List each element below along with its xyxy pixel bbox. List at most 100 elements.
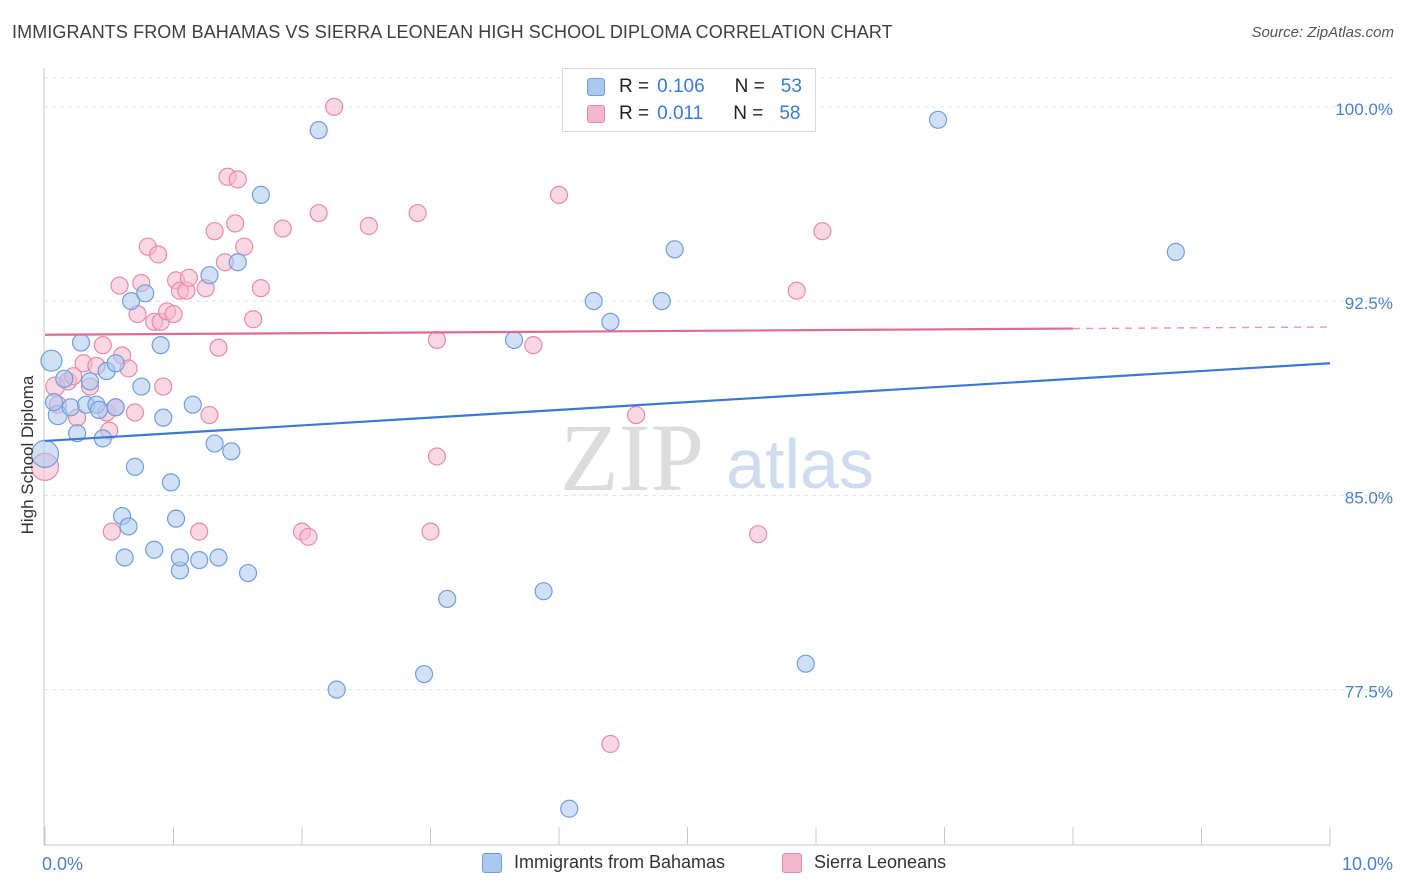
n-value-sierra: 58 — [779, 103, 801, 124]
data-point-bahamas — [190, 550, 209, 570]
n-value-bahamas: 53 — [780, 76, 802, 97]
data-point-bahamas — [228, 253, 247, 272]
data-point-bahamas — [327, 680, 346, 699]
data-point-sierra-leoneans — [309, 203, 328, 223]
trend-line-sierra-leoneans-extension — [1072, 326, 1331, 330]
data-point-bahamas — [251, 185, 270, 205]
data-point-bahamas — [136, 284, 155, 303]
x-tick-label-min: 0.0% — [42, 854, 83, 874]
data-point-bahamas — [55, 369, 74, 388]
data-point-sierra-leoneans — [787, 281, 806, 300]
data-point-sierra-leoneans — [601, 734, 620, 754]
legend-item-sierra[interactable]: Sierra Leoneans — [782, 852, 946, 873]
data-point-bahamas — [151, 336, 170, 355]
r-label: R = — [619, 76, 650, 97]
data-point-bahamas — [71, 333, 91, 352]
y-tick-label: 77.5% — [1345, 683, 1393, 702]
swatch-bahamas — [587, 78, 605, 96]
chart-source: Source: ZipAtlas.com — [1251, 24, 1394, 41]
x-tick-labels: 0.0% 10.0% — [42, 854, 1393, 874]
data-point-sierra-leoneans — [427, 330, 447, 350]
data-point-sierra-leoneans — [524, 336, 543, 355]
data-point-bahamas — [665, 240, 684, 259]
data-point-bahamas — [601, 312, 620, 331]
data-point-bahamas — [309, 121, 328, 140]
r-value-bahamas: 0.106 — [657, 76, 705, 97]
data-point-bahamas — [796, 654, 815, 673]
data-point-sierra-leoneans — [209, 338, 228, 357]
trend-lines — [44, 326, 1331, 443]
stats-legend-row-bahamas: R = 0.106 N = 53 — [587, 75, 802, 99]
stats-legend: R = 0.106 N = 53 R = 0.011 N = 58 — [562, 68, 816, 132]
data-point-sierra-leoneans — [273, 219, 292, 238]
data-point-bahamas — [68, 424, 87, 443]
data-point-sierra-leoneans — [251, 279, 270, 298]
data-point-sierra-leoneans — [226, 214, 245, 233]
legend-label-bahamas: Immigrants from Bahamas — [514, 852, 726, 872]
data-point-bahamas — [1166, 242, 1185, 261]
data-point-sierra-leoneans — [110, 276, 129, 295]
data-point-sierra-leoneans — [125, 403, 145, 422]
legend-swatch-bahamas — [482, 852, 502, 873]
data-point-bahamas — [584, 292, 603, 311]
data-point-sierra-leoneans — [154, 377, 173, 396]
data-point-sierra-leoneans — [325, 97, 344, 116]
data-point-bahamas — [438, 589, 457, 609]
data-point-sierra-leoneans — [359, 216, 378, 236]
watermark: ZIP atlas — [560, 404, 874, 511]
data-point-bahamas — [125, 457, 145, 476]
series-bahamas — [30, 110, 1185, 818]
legend-item-bahamas[interactable]: Immigrants from Bahamas — [482, 852, 725, 873]
r-value-sierra: 0.011 — [657, 103, 704, 124]
data-point-bahamas — [183, 395, 202, 414]
gridlines — [44, 77, 1395, 691]
data-point-bahamas — [132, 377, 151, 396]
data-point-sierra-leoneans — [749, 525, 768, 544]
data-point-bahamas — [154, 408, 173, 427]
data-point-sierra-leoneans — [549, 185, 569, 205]
data-point-sierra-leoneans — [427, 447, 447, 466]
data-point-sierra-leoneans — [813, 222, 832, 241]
data-point-sierra-leoneans — [179, 268, 199, 287]
stats-legend-row-sierra: R = 0.011 N = 58 — [587, 102, 801, 126]
data-point-bahamas — [238, 563, 258, 583]
data-point-bahamas — [928, 110, 948, 129]
y-axis-label: High School Diploma — [18, 375, 37, 535]
data-point-bahamas — [145, 540, 164, 559]
data-point-sierra-leoneans — [228, 170, 247, 189]
data-point-sierra-leoneans — [205, 222, 224, 241]
data-point-bahamas — [40, 349, 63, 372]
data-point-bahamas — [80, 372, 100, 391]
data-point-bahamas — [119, 517, 138, 536]
n-label: N = — [733, 103, 764, 124]
n-label: N = — [734, 76, 765, 97]
y-tick-label: 100.0% — [1335, 100, 1393, 119]
data-point-sierra-leoneans — [102, 522, 121, 541]
data-point-sierra-leoneans — [200, 405, 219, 425]
legend-swatch-sierra — [782, 852, 802, 873]
trend-line-bahamas — [44, 362, 1331, 443]
data-point-bahamas — [560, 799, 579, 818]
data-point-bahamas — [61, 398, 80, 417]
x-tick-label-max: 10.0% — [1342, 854, 1393, 874]
trend-line-sierra-leoneans — [44, 327, 1074, 336]
data-point-bahamas — [106, 398, 125, 417]
data-point-sierra-leoneans — [148, 245, 168, 264]
data-point-bahamas — [161, 473, 181, 492]
series-sierra-leoneans — [30, 97, 832, 754]
y-tick-label: 92.5% — [1345, 294, 1393, 313]
data-point-bahamas — [652, 292, 671, 311]
data-point-bahamas — [209, 548, 228, 567]
y-tick-labels: 77.5% 85.0% 92.5% 100.0% — [1335, 100, 1393, 702]
watermark-atlas: atlas — [726, 425, 874, 503]
data-point-sierra-leoneans — [421, 522, 440, 541]
data-point-bahamas — [115, 548, 134, 567]
data-point-sierra-leoneans — [190, 522, 209, 541]
data-point-bahamas — [166, 509, 186, 528]
chart-title: IMMIGRANTS FROM BAHAMAS VS SIERRA LEONEA… — [12, 22, 893, 42]
data-point-bahamas — [106, 354, 125, 373]
data-point-bahamas — [534, 582, 553, 601]
data-point-sierra-leoneans — [299, 527, 318, 546]
legend-label-sierra: Sierra Leoneans — [814, 852, 947, 872]
data-point-bahamas — [200, 266, 219, 285]
